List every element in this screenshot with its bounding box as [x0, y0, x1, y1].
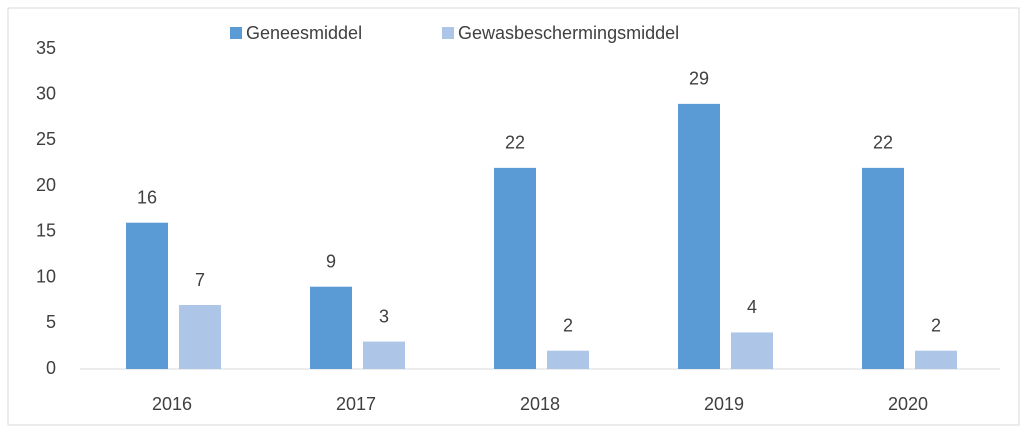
- data-label: 3: [379, 306, 389, 326]
- legend-label: Gewasbeschermingsmiddel: [458, 23, 679, 43]
- legend-swatch: [230, 27, 242, 39]
- data-label: 2: [563, 315, 573, 335]
- y-tick-label: 10: [36, 266, 56, 286]
- x-tick-label: 2016: [152, 394, 192, 414]
- bar: [363, 341, 405, 369]
- x-tick-label: 2018: [520, 394, 560, 414]
- data-label: 7: [195, 270, 205, 290]
- y-tick-label: 35: [36, 38, 56, 58]
- legend-label: Geneesmiddel: [246, 23, 362, 43]
- x-tick-label: 2020: [888, 394, 928, 414]
- legend-swatch: [442, 27, 454, 39]
- bar: [126, 222, 168, 369]
- x-tick-label: 2019: [704, 394, 744, 414]
- y-tick-label: 0: [46, 358, 56, 378]
- bar: [310, 286, 352, 369]
- y-tick-label: 25: [36, 129, 56, 149]
- bar: [862, 167, 904, 369]
- y-tick-label: 20: [36, 175, 56, 195]
- y-tick-label: 30: [36, 83, 56, 103]
- bar: [179, 305, 221, 369]
- y-tick-label: 15: [36, 221, 56, 241]
- bar: [494, 167, 536, 369]
- data-label: 22: [873, 133, 893, 153]
- bar: [678, 103, 720, 369]
- data-label: 4: [747, 297, 757, 317]
- x-tick-label: 2017: [336, 394, 376, 414]
- data-label: 16: [137, 187, 157, 207]
- bar: [915, 350, 957, 369]
- data-label: 22: [505, 133, 525, 153]
- data-label: 29: [689, 69, 709, 89]
- bar: [731, 332, 773, 369]
- data-label: 9: [326, 251, 336, 271]
- y-tick-label: 5: [46, 312, 56, 332]
- data-label: 2: [931, 315, 941, 335]
- bar: [547, 350, 589, 369]
